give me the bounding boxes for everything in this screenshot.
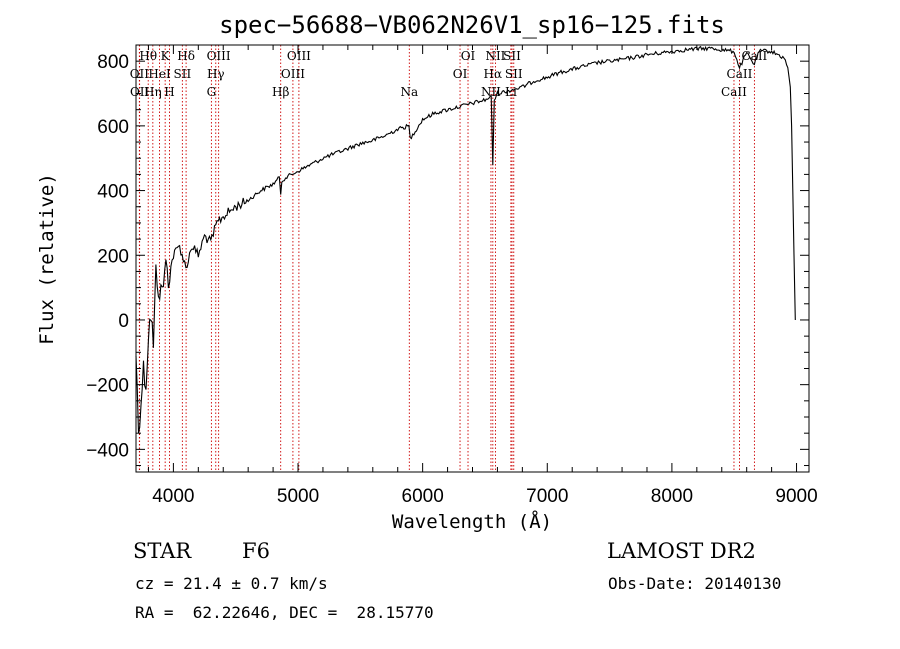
x-axis-label: Wavelength (Å) <box>392 510 552 533</box>
object-class: STAR <box>133 539 192 563</box>
y-axis-label: Flux (relative) <box>36 173 58 345</box>
spectral-line-label: Hα <box>484 67 503 81</box>
chart-title: spec−56688−VB062N26V1_sp16−125.fits <box>219 11 725 39</box>
spectral-line-label: Hη <box>144 85 162 99</box>
x-tick-label: 8000 <box>651 486 693 507</box>
spectral-line-markers <box>138 45 755 472</box>
y-tick-label: 600 <box>97 117 129 138</box>
y-tick-label: −400 <box>86 440 129 461</box>
spectral-line-label: SII <box>503 49 521 63</box>
y-tick-label: 400 <box>97 182 129 203</box>
spectral-line-label: OIII <box>287 49 311 63</box>
y-tick-label: 800 <box>97 52 129 73</box>
coordinates: RA = 62.22646, DEC = 28.15770 <box>135 603 434 622</box>
spectral-line-label: H <box>164 85 174 99</box>
y-tick-label: −200 <box>86 376 129 397</box>
spectral-line-label: OIII <box>281 67 305 81</box>
x-tick-label: 4000 <box>152 486 194 507</box>
spectral-line-label: Hθ <box>139 49 157 63</box>
spectral-line-label: Na <box>400 85 418 99</box>
obs-date: Obs-Date: 20140130 <box>608 574 782 593</box>
spectral-line-label: OIII <box>207 49 231 63</box>
spectral-line-label: OII <box>130 85 150 99</box>
spectral-line-label: CaII <box>727 67 753 81</box>
y-tick-label: 0 <box>118 311 129 332</box>
x-tick-label: 5000 <box>277 486 319 507</box>
spectral-line-label: Hβ <box>272 85 289 99</box>
spectral-line-label: OII <box>130 67 150 81</box>
spectral-line-label: OI <box>461 49 476 63</box>
x-tick-label: 6000 <box>402 486 444 507</box>
spectrum-series-line <box>135 45 796 434</box>
spectral-line-label: HeI <box>148 67 171 81</box>
axis-ticks: 4000 5000 6000 7000 8000 9000 −400 −200 0 200 400 6… <box>86 44 818 507</box>
spectral-line-label: CaII <box>741 49 767 63</box>
spectral-line-label: K <box>161 49 171 63</box>
survey-name: LAMOST DR2 <box>607 539 756 563</box>
x-tick-label: 9000 <box>775 486 817 507</box>
redshift-cz: cz = 21.4 ± 0.7 km/s <box>135 574 328 593</box>
spectral-line-label: CaII <box>721 85 747 99</box>
spectral-line-label: G <box>207 85 217 99</box>
y-tick-label: 200 <box>97 246 129 267</box>
spectral-line-label: Hδ <box>177 49 195 63</box>
x-tick-label: 7000 <box>526 486 568 507</box>
spectral-line-label: NII <box>485 49 505 63</box>
spectral-line-label: Li <box>505 85 517 99</box>
spectral-line-label: NII <box>481 85 501 99</box>
spectral-line-label: OI <box>453 67 468 81</box>
spectral-line-label: Hγ <box>207 67 225 81</box>
plot-frame <box>135 44 810 473</box>
object-subclass: F6 <box>242 539 270 563</box>
spectral-line-label: SII <box>174 67 192 81</box>
spectral-line-label: SII <box>505 67 523 81</box>
